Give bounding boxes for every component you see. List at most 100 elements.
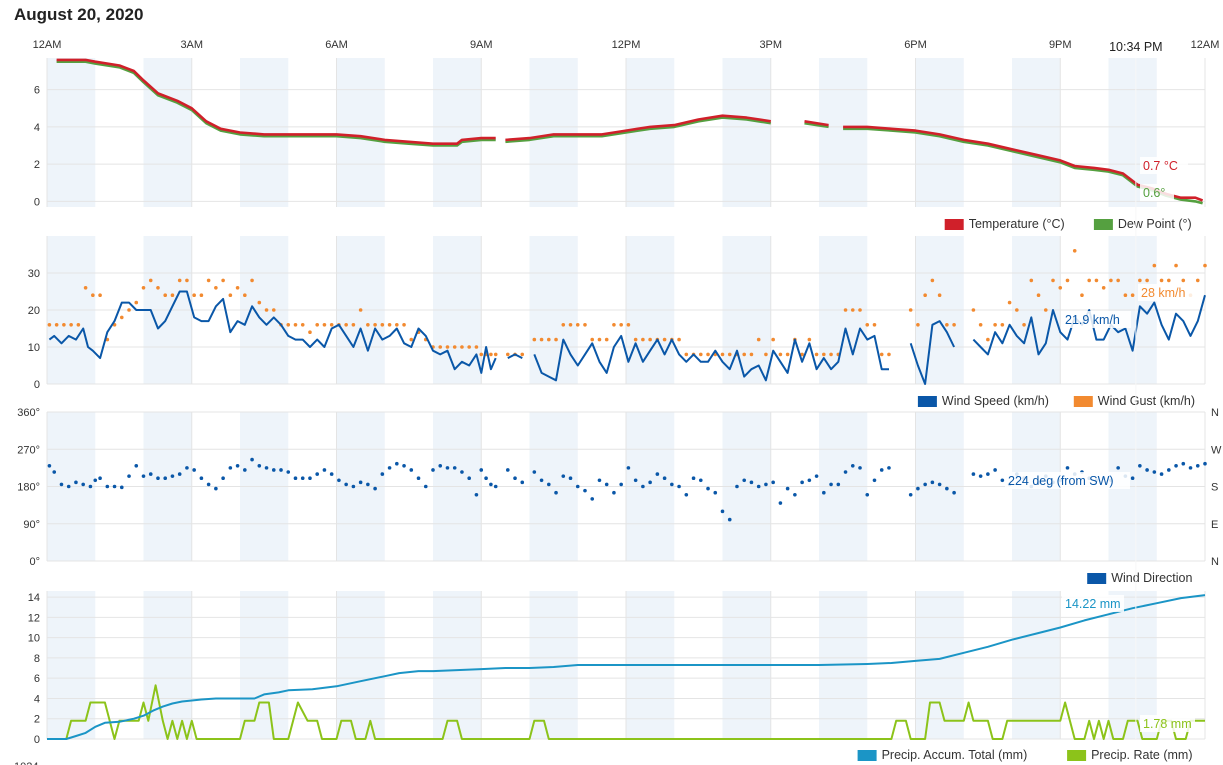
background-band	[47, 591, 96, 739]
series-line	[507, 353, 523, 359]
data-point	[655, 472, 660, 476]
data-point	[286, 323, 291, 327]
data-point	[93, 478, 98, 483]
annotation-label: 21.9 km/h	[1065, 313, 1120, 327]
data-point	[199, 293, 204, 298]
data-point	[771, 480, 775, 485]
y-tick-label: 180°	[17, 482, 40, 494]
data-point	[1022, 323, 1026, 327]
data-point	[872, 478, 877, 483]
data-point	[1174, 263, 1178, 268]
annotation-bg	[1062, 311, 1131, 328]
data-point	[235, 286, 240, 290]
data-point	[858, 466, 862, 470]
data-point	[493, 484, 498, 489]
y-tick-label: 4	[34, 122, 40, 134]
data-point	[1159, 472, 1164, 476]
data-point	[814, 352, 819, 357]
data-point	[1145, 468, 1149, 472]
data-point	[1130, 293, 1135, 298]
data-point	[626, 323, 631, 327]
data-point	[170, 474, 175, 478]
legend-swatch	[1067, 750, 1087, 761]
data-point	[727, 352, 732, 357]
data-point	[373, 323, 377, 327]
data-point	[192, 468, 196, 472]
x-tick-label: 6PM	[904, 39, 927, 51]
data-point	[756, 337, 761, 342]
y-tick-label: 6	[34, 85, 40, 97]
y-tick-label: 14	[28, 592, 40, 604]
data-point	[1065, 466, 1070, 470]
data-point	[554, 337, 558, 342]
y-tick-label: 12	[28, 612, 40, 624]
data-point	[807, 478, 812, 483]
data-point	[575, 484, 580, 489]
background-band	[143, 591, 192, 739]
data-point	[358, 308, 363, 312]
data-point	[742, 478, 747, 483]
data-point	[163, 476, 168, 481]
data-point	[344, 323, 348, 327]
data-point	[923, 482, 927, 487]
data-point	[489, 352, 493, 357]
x-tick-label: 3AM	[180, 39, 203, 51]
data-point	[380, 323, 385, 327]
data-point	[243, 293, 247, 298]
background-band	[336, 591, 385, 739]
data-point	[81, 482, 85, 487]
data-point	[315, 472, 320, 476]
data-point	[778, 352, 783, 357]
data-point	[993, 468, 997, 472]
data-point	[952, 323, 956, 327]
data-point	[691, 476, 696, 481]
data-point	[438, 464, 443, 468]
data-point	[993, 323, 997, 327]
data-point	[561, 474, 566, 478]
data-point	[373, 486, 377, 491]
data-point	[800, 352, 804, 357]
data-point	[916, 486, 920, 491]
data-point	[271, 468, 276, 472]
right-tick-label: N	[1211, 556, 1219, 568]
data-point	[641, 337, 645, 342]
background-band	[1012, 591, 1061, 739]
data-point	[800, 480, 804, 485]
data-point	[445, 466, 450, 470]
data-point	[520, 480, 525, 485]
data-point	[329, 472, 334, 476]
data-point	[243, 468, 247, 472]
data-point	[250, 457, 254, 462]
data-point	[366, 323, 370, 327]
y-tick-label: 6	[34, 673, 40, 685]
data-point	[1101, 286, 1106, 290]
data-point	[1181, 461, 1186, 466]
data-point	[532, 470, 537, 474]
data-point	[698, 478, 703, 483]
data-point	[1015, 308, 1019, 312]
data-point	[1036, 293, 1041, 298]
data-point	[887, 352, 891, 357]
annotation-label: 1.78 mm	[1143, 717, 1192, 731]
data-point	[156, 476, 160, 481]
data-point	[69, 323, 73, 327]
data-point	[865, 323, 870, 327]
data-point	[127, 474, 131, 478]
data-point	[539, 478, 544, 483]
x-tick-label: 12AM	[33, 39, 62, 51]
data-point	[822, 352, 826, 357]
annotation-label: 28 km/h	[1141, 286, 1186, 300]
series-line	[533, 327, 889, 382]
data-point	[148, 472, 153, 476]
data-point	[662, 337, 667, 342]
data-point	[1195, 464, 1200, 468]
data-point	[279, 468, 283, 472]
y-tick-label: 2	[34, 714, 40, 726]
legend-swatch	[944, 219, 964, 230]
annotation-bg	[1140, 184, 1174, 201]
background-band	[1108, 591, 1157, 739]
legend-label: Wind Gust (km/h)	[1098, 394, 1195, 408]
data-point	[1029, 278, 1034, 283]
background-band	[722, 58, 771, 207]
data-point	[387, 466, 392, 470]
